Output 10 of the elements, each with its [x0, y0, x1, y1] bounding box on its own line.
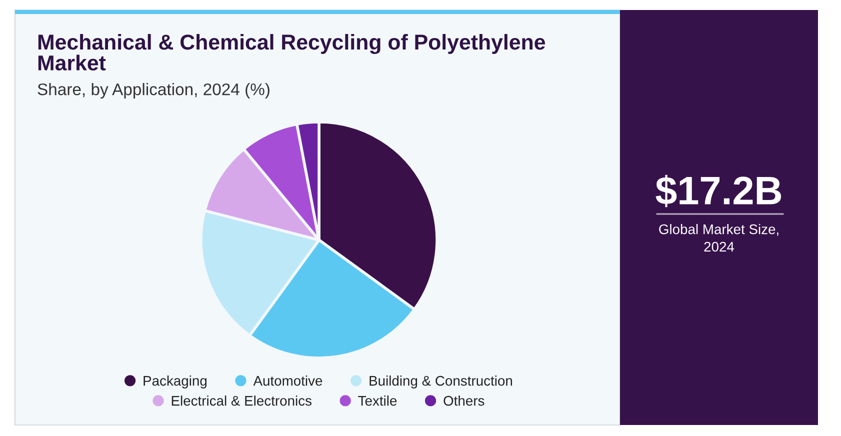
chart-title: Mechanical & Chemical Recycling of Polyethylene Market: [38, 34, 546, 71]
legend-label: Automotive: [253, 376, 322, 386]
text: Global Market Size, 2024: [659, 224, 778, 252]
text: $17.2B: [656, 174, 782, 208]
legend-label: Others: [444, 396, 484, 406]
legend-label: Textile: [358, 396, 397, 406]
legend-label: Packaging: [144, 376, 207, 388]
legend-label: Electrical & Electronics: [172, 396, 312, 406]
legend-label: Building & Construction: [370, 376, 512, 388]
chart-subtitle: Share, by Application, 2024 (%): [38, 83, 270, 99]
